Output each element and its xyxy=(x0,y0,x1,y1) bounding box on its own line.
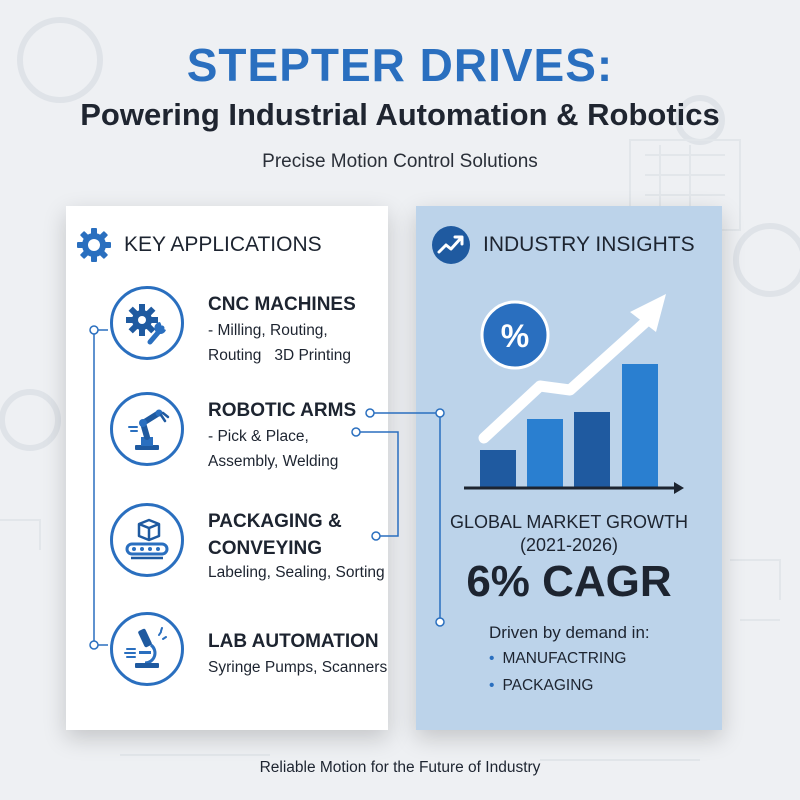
trend-up-icon xyxy=(432,226,470,264)
cagr-value: 6% CAGR xyxy=(466,557,672,606)
industry-insights-panel xyxy=(416,206,722,730)
sector-item: • PACKAGING xyxy=(489,677,594,694)
bar-1 xyxy=(480,450,516,488)
growth-chart: % xyxy=(464,294,684,494)
app-title-packaging: PACKAGING & CONVEYING xyxy=(208,511,342,559)
gear-icon xyxy=(77,228,111,262)
bar-2 xyxy=(527,419,563,488)
growth-period: (2021-2026) xyxy=(519,535,619,555)
x-axis-arrow xyxy=(674,482,684,494)
robot-arm-icon xyxy=(110,392,184,466)
app-title-lab-automation: LAB AUTOMATION xyxy=(208,631,379,652)
page-title: STEPTER DRIVES: xyxy=(186,39,614,91)
conveyor-box-icon xyxy=(110,503,184,577)
app-desc-lab-automation: Syringe Pumps, Scanners xyxy=(208,659,388,676)
page-subtitle: Powering Industrial Automation & Robotic… xyxy=(80,97,720,132)
sector-item: • MANUFACTRING xyxy=(489,650,627,667)
growth-label: GLOBAL MARKET GROWTH xyxy=(449,512,689,532)
app-desc-packaging: Labeling, Sealing, Sorting xyxy=(208,564,385,581)
trend-arrow-head xyxy=(630,294,666,332)
app-title-cnc: CNC MACHINES xyxy=(208,294,356,315)
app-desc-cnc: - Milling, Routing, Routing 3D Printing xyxy=(208,322,352,364)
page-tagline: Precise Motion Control Solutions xyxy=(262,151,538,172)
trend-arrow-line xyxy=(478,312,656,444)
app-desc-robotic-arms: - Pick & Place, Assembly, Welding xyxy=(208,428,339,470)
gear-wrench-icon xyxy=(110,286,184,360)
app-title-robotic-arms: ROBOTIC ARMS xyxy=(208,400,357,421)
footer-tagline: Reliable Motion for the Future of Indust… xyxy=(259,759,541,776)
industry-insights-heading: INDUSTRY INSIGHTS xyxy=(483,233,695,256)
driven-by-label: Driven by demand in: xyxy=(489,623,650,642)
percent-badge-label: % xyxy=(501,318,529,354)
key-applications-heading: KEY APPLICATIONS xyxy=(124,233,322,256)
percent-badge xyxy=(480,300,550,370)
bar-3 xyxy=(574,412,610,488)
bar-4 xyxy=(622,364,658,488)
microscope-icon xyxy=(110,612,184,686)
